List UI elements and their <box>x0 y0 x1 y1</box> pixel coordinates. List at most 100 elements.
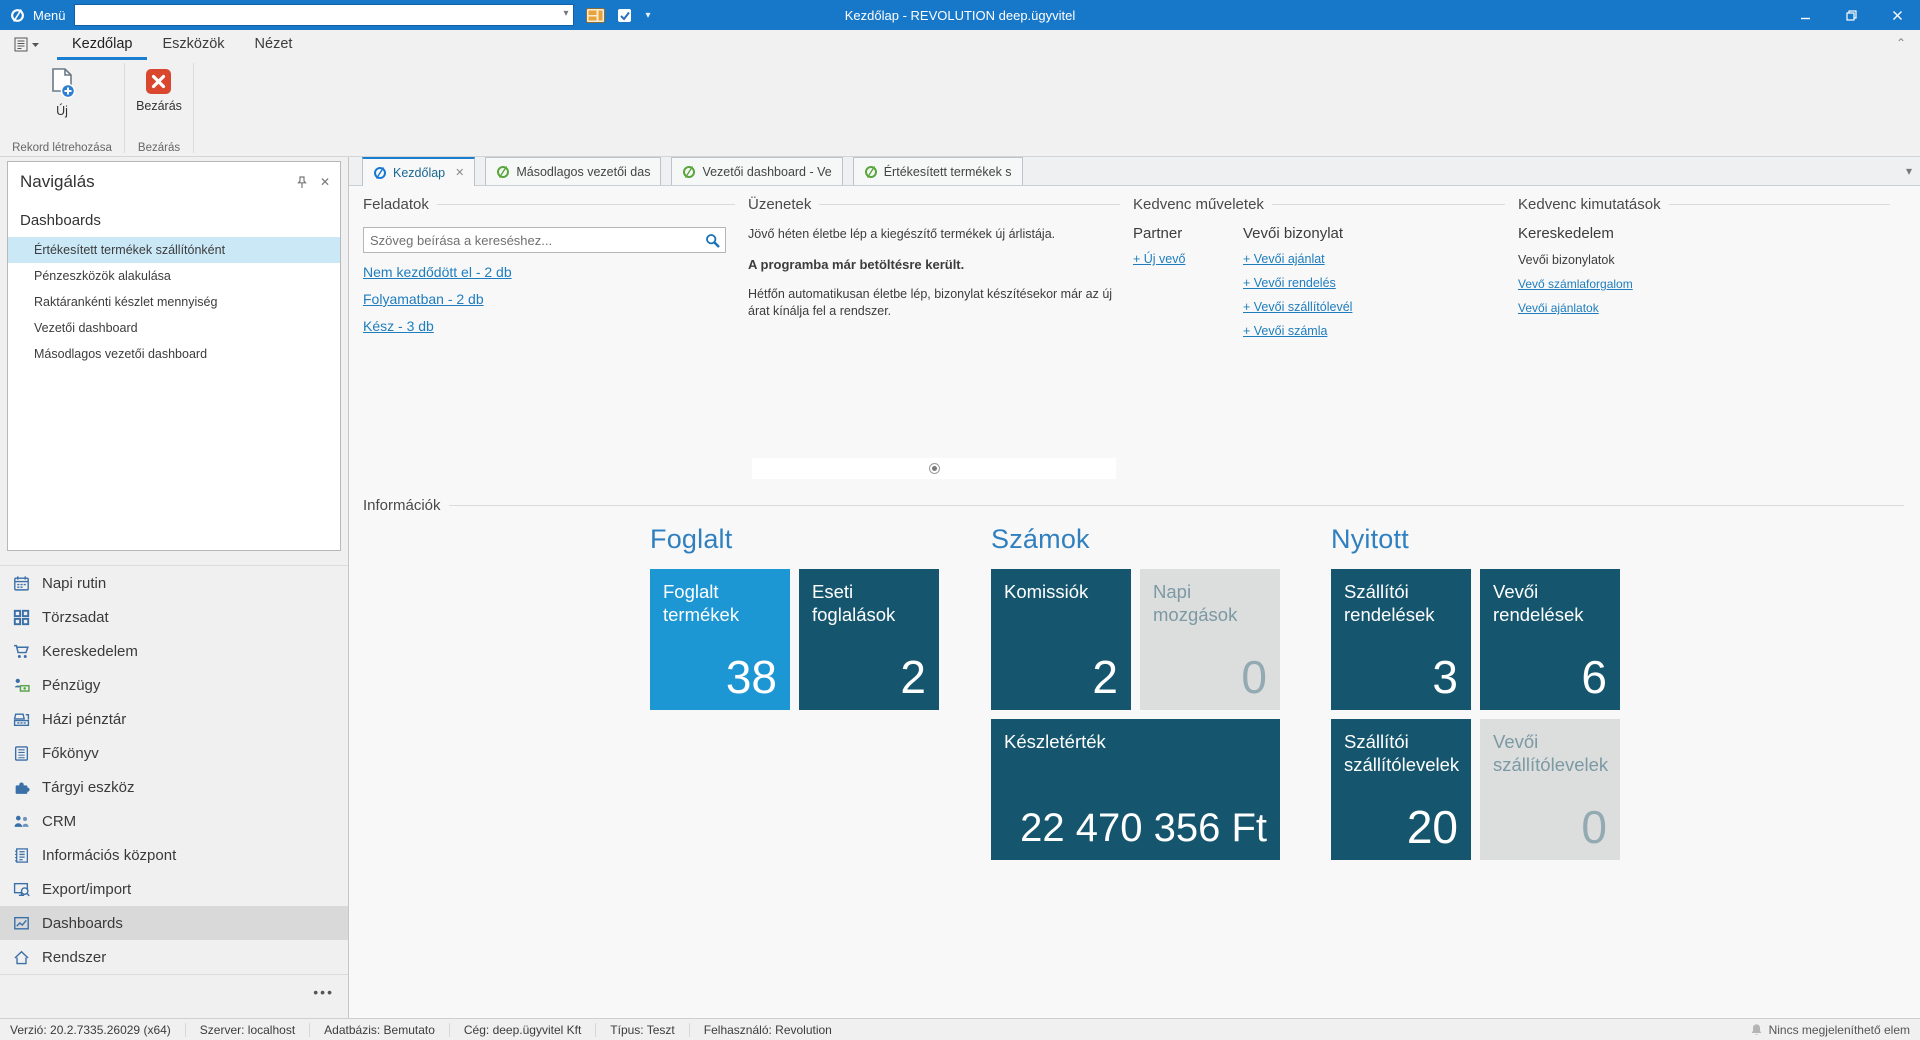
tile-group-tiles: Komissiók 2 Napi mozgások 0 Készletérték 22 4… <box>991 569 1283 860</box>
cards-view-icon[interactable] <box>585 7 605 23</box>
sidebar-item-inform-ci-s-k-zpont[interactable]: Információs központ <box>0 838 348 872</box>
navigation-card: Navigálás ✕ Dashboards Értékesített term… <box>7 161 341 551</box>
search-icon[interactable] <box>705 233 720 248</box>
tile-group-tiles: Foglalt termékek 38 Eseti foglalások 2 <box>650 569 942 710</box>
ledger-icon <box>12 745 30 762</box>
tile-foglalt-term-kek[interactable]: Foglalt termékek 38 <box>650 569 790 710</box>
sidebar-item-rendszer[interactable]: Rendszer <box>0 940 348 974</box>
favorite-action-columns: Partner + Új vevő Vevői bizonylat + Vevői a… <box>1133 225 1505 348</box>
nav-item-vezet-i-dashboard[interactable]: Vezetői dashboard <box>34 321 138 335</box>
action-column-vev-i-bizonylat: Vevői bizonylat + Vevői ajánlat + Vevői re… <box>1243 225 1352 348</box>
quick-access-dropdown-icon[interactable]: ▾ <box>645 9 651 21</box>
grid-icon <box>12 609 30 626</box>
nav-item-m-sodlagos-vezet-i-dashboard[interactable]: Másodlagos vezetői dashboard <box>34 347 208 361</box>
new-button[interactable]: Új <box>37 65 87 120</box>
ribbon-tab-kezd-lap[interactable]: Kezdőlap <box>57 30 148 60</box>
sidebar-item-label: Pénzügy <box>42 676 101 694</box>
search-input[interactable] <box>370 228 700 252</box>
minimize-button[interactable] <box>1782 0 1828 30</box>
window-title: Kezdőlap - REVOLUTION deep.ügyvitel <box>844 7 1076 23</box>
tile-napi-mozg-sok[interactable]: Napi mozgások 0 <box>1140 569 1280 710</box>
tile-k-szlet-rt-k[interactable]: Készletérték 22 470 356 Ft <box>991 719 1280 860</box>
tab-scroll-icon[interactable]: ▾ <box>1905 164 1912 178</box>
action-link-vev-i-sz-ll-t-lev-l[interactable]: + Vevői szállítólevél <box>1243 300 1353 314</box>
favorite-reports-title: Kedvenc kimutatások <box>1518 196 1661 213</box>
tile-value: 38 <box>725 651 777 703</box>
ribbon-group-close: Bezárás Bezárás <box>125 60 193 157</box>
tile-sz-ll-t-i-rendel-sek[interactable]: Szállítói rendelések 3 <box>1331 569 1471 710</box>
tile-value: 0 <box>1581 801 1607 853</box>
close-tab-button[interactable]: Bezárás <box>126 65 192 115</box>
sidebar-item-crm[interactable]: CRM <box>0 804 348 838</box>
people-icon <box>12 813 30 830</box>
chevron-down-icon[interactable]: ▾ <box>563 8 569 19</box>
action-link-vev-i-aj-nlat[interactable]: + Vevői ajánlat <box>1243 252 1325 266</box>
status-item-c-g: Cég: deep.ügyvitel Kft <box>448 1022 595 1037</box>
tile-eseti-foglal-sok[interactable]: Eseti foglalások 2 <box>799 569 939 710</box>
navigation-panel: Navigálás ✕ Dashboards Értékesített term… <box>0 157 349 1018</box>
ribbon-collapse-icon[interactable]: ⌃ <box>1895 36 1906 50</box>
cash-register-icon <box>12 711 30 728</box>
action-link-j-vev[interactable]: + Új vevő <box>1133 252 1186 266</box>
nav-item-rt-kes-tett-term-kek-sz-ll-t-nk-nt[interactable]: Értékesített termékek szállítónként <box>8 237 340 263</box>
sidebar-item-label: Napi rutin <box>42 574 107 592</box>
ribbon-tab-row: Kezdőlap Eszközök Nézet ⌃ <box>0 30 1920 60</box>
close-button[interactable] <box>1874 0 1920 30</box>
report-link-vev-i-aj-nlatok[interactable]: Vevői ajánlatok <box>1518 301 1599 315</box>
sidebar-item-p-nz-gy[interactable]: Pénzügy <box>0 668 348 702</box>
task-link-folyamatban-2-db[interactable]: Folyamatban - 2 db <box>363 291 484 307</box>
sidebar-item-export-import[interactable]: Export/import <box>0 872 348 906</box>
nav-item-p-nzeszk-z-k-alakul-sa[interactable]: Pénzeszközök alakulása <box>34 269 171 283</box>
report-group-label: Kereskedelem <box>1518 225 1614 242</box>
status-item-adatb-zis: Adatbázis: Bemutato <box>309 1022 449 1037</box>
menu-combobox[interactable]: ▾ <box>73 4 574 26</box>
nav-item-rakt-rank-nti-k-szlet-mennyis-g[interactable]: Raktárankénti készlet mennyiség <box>34 295 218 309</box>
report-link-list: Vevő számlaforgalom Vevői ajánlatok <box>1518 277 1890 315</box>
carousel-pager[interactable] <box>752 458 1116 479</box>
sidebar-item-f-k-nyv[interactable]: Főkönyv <box>0 736 348 770</box>
doc-tab-m-sodlagos-vezet-i-das[interactable]: Másodlagos vezetői das <box>485 157 662 185</box>
pin-icon[interactable] <box>296 175 308 189</box>
action-link-vev-i-sz-mla[interactable]: + Vevői számla <box>1243 324 1328 338</box>
checkbox-icon[interactable] <box>617 8 634 23</box>
sidebar-item-kereskedelem[interactable]: Kereskedelem <box>0 634 348 668</box>
more-button[interactable]: ••• <box>313 984 334 1000</box>
tile-group-title: Nyitott <box>1331 524 1409 554</box>
task-link-nem-kezd-d-tt-el-2-db[interactable]: Nem kezdődött el - 2 db <box>363 264 512 280</box>
tile-vev-i-sz-ll-t-levelek[interactable]: Vevői szállítólevelek 0 <box>1480 719 1620 860</box>
restore-button[interactable] <box>1828 0 1874 30</box>
doc-tab-vezet-i-dashboard-ve[interactable]: Vezetői dashboard - Ve <box>671 157 843 185</box>
divider <box>436 204 735 205</box>
status-items: Verzió: 20.2.7335.26029 (x64) Szerver: lo… <box>10 1022 846 1037</box>
app-logo-icon <box>10 8 25 23</box>
sidebar-item-dashboards[interactable]: Dashboards <box>0 906 348 940</box>
tile-komissi-k[interactable]: Komissiók 2 <box>991 569 1131 710</box>
tile-label: Napi mozgások <box>1153 581 1238 626</box>
sidebar-item-t-rzsadat[interactable]: Törzsadat <box>0 600 348 634</box>
ribbon-tab-n-zet[interactable]: Nézet <box>254 36 293 52</box>
action-link-vev-i-rendel-s[interactable]: + Vevői rendelés <box>1243 276 1336 290</box>
ribbon-menu-icon[interactable] <box>14 37 39 53</box>
divider <box>1668 204 1890 205</box>
tab-close-icon[interactable]: ✕ <box>455 167 465 179</box>
sidebar-item-t-rgyi-eszk-z[interactable]: Tárgyi eszköz <box>0 770 348 804</box>
export-icon <box>12 881 30 898</box>
doc-tab-kezd-lap[interactable]: Kezdőlap ✕ <box>362 157 476 186</box>
doc-tab-rt-kes-tett-term-kek-s[interactable]: Értékesített termékek s <box>852 157 1023 185</box>
task-link-k-sz-3-db[interactable]: Kész - 3 db <box>363 318 434 334</box>
nav-section-dashboards[interactable]: Dashboards <box>20 212 101 229</box>
sidebar-item-label: Dashboards <box>42 914 123 932</box>
report-link-vev-sz-mlaforgalom[interactable]: Vevő számlaforgalom <box>1518 277 1633 291</box>
tile-sz-ll-t-i-sz-ll-t-levelek[interactable]: Szállítói szállítólevelek 20 <box>1331 719 1471 860</box>
panel-close-icon[interactable]: ✕ <box>319 175 330 189</box>
ribbon-group-record: Új Rekord létrehozása <box>0 60 124 157</box>
tile-vev-i-rendel-sek[interactable]: Vevői rendelések 6 <box>1480 569 1620 710</box>
pager-dot-icon[interactable] <box>928 463 940 474</box>
status-item-szerver: Szerver: localhost <box>184 1022 309 1037</box>
sidebar-item-napi-rutin[interactable]: Napi rutin <box>0 566 348 600</box>
tile-group-sz-mok: Számok Komissiók 2 Napi mozgások 0 Készletért… <box>991 524 1283 860</box>
dashboard-icon <box>12 915 30 932</box>
sidebar-item-label: Tárgyi eszköz <box>42 778 135 796</box>
ribbon-tab-eszk-z-k[interactable]: Eszközök <box>162 36 225 52</box>
sidebar-item-h-zi-p-nzt-r[interactable]: Házi pénztár <box>0 702 348 736</box>
